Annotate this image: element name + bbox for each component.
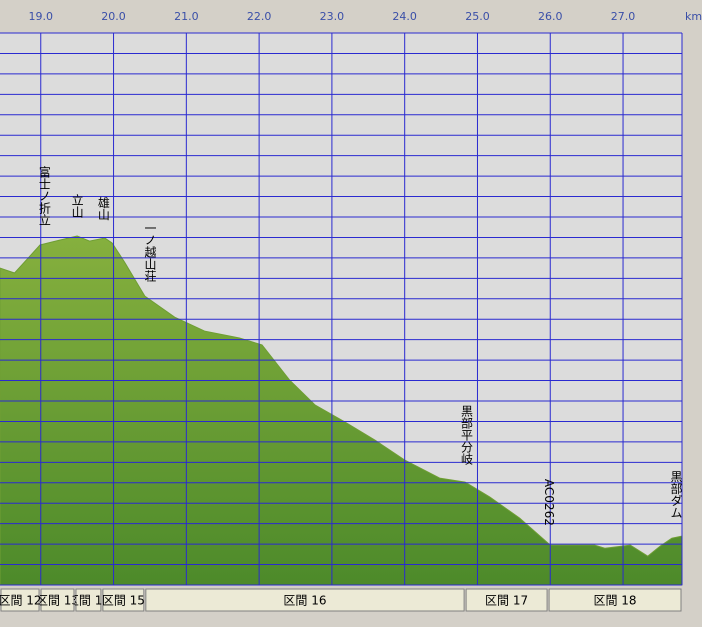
annotation: 雄山 xyxy=(96,195,110,220)
section-cell xyxy=(102,588,145,612)
x-tick-label: 19.0 xyxy=(29,10,54,23)
section-label: 区間 17 xyxy=(485,594,528,608)
section-label: 区間 12 xyxy=(0,594,42,608)
x-tick-label: 24.0 xyxy=(392,10,417,23)
section-label: 区間 18 xyxy=(593,594,636,608)
section-label: 区間 16 xyxy=(283,594,326,608)
x-tick-label: 25.0 xyxy=(465,10,490,23)
section-cell xyxy=(465,588,548,612)
x-tick-label: 21.0 xyxy=(174,10,199,23)
section-cell xyxy=(145,588,465,612)
annotation: 黒部ダム xyxy=(669,470,683,518)
x-tick-label: 22.0 xyxy=(247,10,272,23)
section-cell xyxy=(40,588,75,612)
section-cell xyxy=(75,588,102,612)
x-tick-label: 26.0 xyxy=(538,10,563,23)
section-cell xyxy=(548,588,682,612)
x-tick-label: 27.0 xyxy=(611,10,636,23)
section-label: 区間 15 xyxy=(102,594,145,608)
section-label: 区間 14 xyxy=(67,594,110,608)
section-label: 区間 13 xyxy=(36,594,79,608)
section-cell xyxy=(0,588,40,612)
x-tick-label: 23.0 xyxy=(320,10,345,23)
annotation: 富士ノ折立 xyxy=(37,164,51,225)
x-unit: km xyxy=(685,10,702,23)
x-tick-label: 20.0 xyxy=(101,10,126,23)
annotation: AC0262 xyxy=(542,479,556,526)
annotation: 一ノ越山荘 xyxy=(143,222,157,283)
annotation: 立山 xyxy=(70,193,84,218)
annotation: 黒部平分岐 xyxy=(460,405,474,465)
elevation-area xyxy=(0,235,683,586)
